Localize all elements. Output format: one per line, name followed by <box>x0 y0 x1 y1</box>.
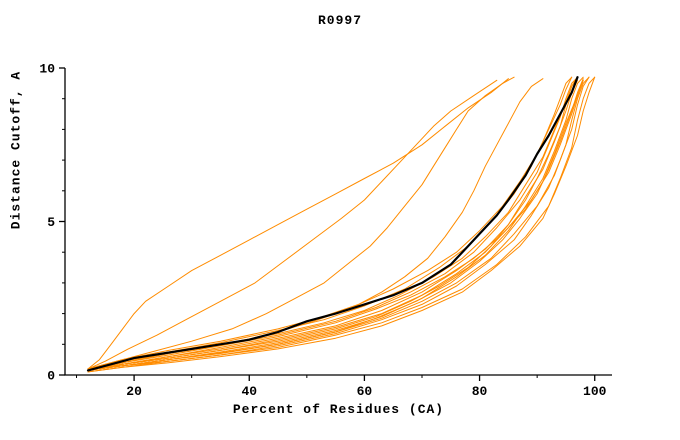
x-tick-label: 60 <box>357 384 373 399</box>
axes <box>64 68 612 376</box>
series-orange-6 <box>87 76 584 371</box>
series-orange-2 <box>87 79 498 370</box>
series-orange-18 <box>87 79 578 371</box>
series-orange-1 <box>87 78 509 370</box>
series-orange-13 <box>87 76 573 370</box>
series-orange-17 <box>87 76 573 370</box>
series-black-highlight <box>86 76 579 372</box>
chart-title: R0997 <box>317 13 362 28</box>
y-tick-label: 0 <box>47 369 55 384</box>
series-orange-14 <box>87 76 590 371</box>
series-orange-12 <box>87 79 584 371</box>
series-orange-11 <box>87 76 596 373</box>
y-tick-label: 10 <box>39 62 55 77</box>
x-axis-label: Percent of Residues (CA) <box>232 402 445 417</box>
series-orange-9 <box>87 79 584 371</box>
x-tick-label: 80 <box>472 384 488 399</box>
series-orange-7 <box>87 76 578 370</box>
x-tick-label: 100 <box>583 384 607 399</box>
x-tick-label: 40 <box>241 384 257 399</box>
series-orange-4 <box>87 78 544 370</box>
series-orange-16 <box>87 76 596 373</box>
series-orange-3 <box>87 76 515 370</box>
y-tick-label: 5 <box>47 215 55 230</box>
x-tick-label: 20 <box>126 384 142 399</box>
